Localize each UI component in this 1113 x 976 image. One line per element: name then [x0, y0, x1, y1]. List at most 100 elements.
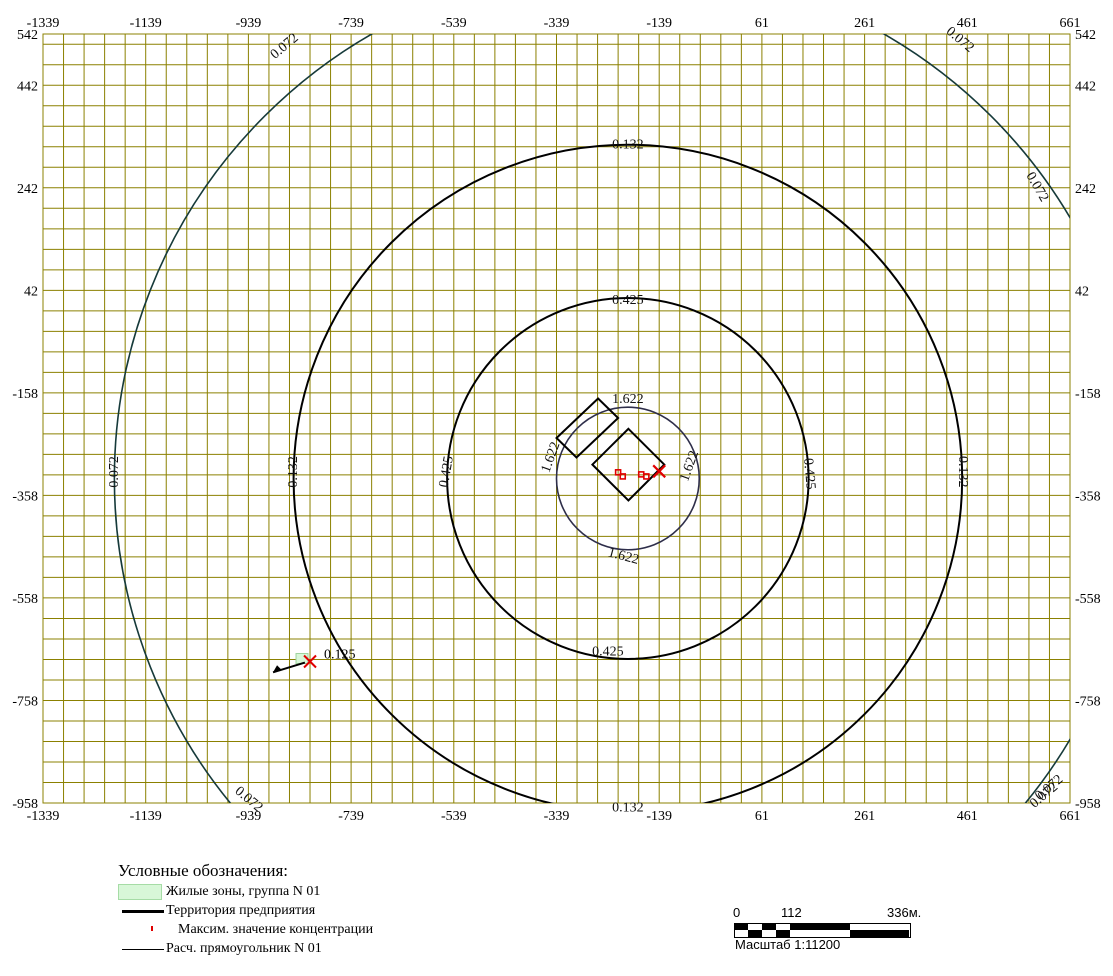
x-tick-label-top: 261 [854, 16, 875, 31]
scale-label-start: 0 [733, 905, 741, 920]
x-tick-label-top: 661 [1060, 16, 1081, 31]
y-tick-label-right: 42 [1075, 284, 1089, 299]
y-tick-label-left: -358 [12, 489, 38, 504]
x-tick-label-top: -539 [441, 16, 467, 31]
x-tick-label-top: -739 [338, 16, 364, 31]
x-tick-label-bottom: -139 [646, 809, 672, 824]
isoline-label: 1.622 [612, 392, 644, 407]
x-tick-label-bottom: -1139 [130, 809, 162, 824]
legend-item-label: Расч. прямоугольник N 01 [166, 940, 322, 956]
scale-segment [776, 923, 790, 930]
scale-segment [804, 923, 909, 937]
emission-source [643, 473, 650, 480]
y-tick-label-left: 442 [17, 79, 38, 94]
scale-segment [790, 930, 804, 937]
legend-item-label: Жилые зоны, группа N 01 [166, 883, 321, 899]
x-tick-label-top: -939 [236, 16, 262, 31]
x-tick-label-bottom: -339 [544, 809, 570, 824]
thin-line-swatch [118, 940, 164, 958]
receptor-max-cross [303, 654, 317, 669]
x-tick-label-bottom: 661 [1060, 809, 1081, 824]
scale-label-end: 336м. [887, 905, 922, 920]
isoline-label: 0.132 [612, 137, 644, 152]
enterprise-territory [555, 397, 666, 502]
map-legend: Условные обозначения: Жилые зоны, группа… [118, 861, 538, 958]
y-tick-label-left: -958 [12, 797, 38, 812]
y-tick-label-right: -758 [1075, 694, 1101, 709]
scale-segment [734, 930, 748, 937]
y-tick-label-left: -158 [12, 387, 38, 402]
legend-item-max-concentration: Максим. значение концентрации [118, 920, 538, 939]
arrow-head-icon [273, 665, 283, 673]
emission-source [614, 469, 622, 476]
isoline-0-132 [292, 143, 964, 803]
residential-zone-swatch [118, 883, 164, 901]
scale-segment [748, 930, 762, 937]
isoline-label: 0.132 [286, 456, 301, 488]
legend-item-label: Максим. значение концентрации [178, 921, 374, 937]
scale-frame [734, 923, 911, 938]
x-tick-label-top: 61 [755, 16, 769, 31]
x-tick-label-top: -1139 [130, 16, 162, 31]
x-tick-label-top: -139 [646, 16, 672, 31]
x-tick-label-top: -339 [544, 16, 570, 31]
isoline-label: 0.425 [437, 455, 457, 489]
y-tick-label-right: -958 [1075, 797, 1101, 812]
y-tick-label-right: -558 [1075, 592, 1101, 607]
receptor-value-label: 0.125 [324, 648, 356, 663]
x-tick-label-bottom: -539 [441, 809, 467, 824]
scale-segment [734, 923, 748, 930]
x-tick-label-bottom: -1339 [27, 809, 60, 824]
legend-item-residential-zone: Жилые зоны, группа N 01 [118, 882, 538, 901]
x-tick-label-top: -1339 [27, 16, 60, 31]
calculation-grid [42, 33, 1071, 804]
x-tick-label-top: 461 [957, 16, 978, 31]
y-tick-label-left: 242 [17, 182, 38, 197]
scale-label-mid: 112 [781, 905, 802, 920]
thick-line-swatch [118, 902, 164, 920]
scale-bar-graphic [734, 923, 911, 938]
legend-item-label: Территория предприятия [166, 902, 316, 918]
y-tick-label-left: -558 [12, 592, 38, 607]
isoline-label: 0.425 [800, 457, 818, 490]
y-tick-label-right: 542 [1075, 28, 1096, 43]
y-tick-label-left: 542 [17, 28, 38, 43]
marker-layer: 0.125 [272, 464, 666, 674]
y-tick-label-left: -758 [12, 694, 38, 709]
isoline-label: 0.132 [955, 456, 970, 488]
isoline-1-622 [555, 406, 701, 551]
y-tick-label-right: -158 [1075, 387, 1101, 402]
max-concentration-cross [652, 464, 666, 479]
emission-source [619, 473, 627, 480]
y-tick-label-right: 242 [1075, 182, 1096, 197]
isoline-0-072 [113, 34, 1070, 803]
isoline-label: 0.425 [612, 293, 644, 308]
scale-segment [762, 930, 776, 937]
legend-title: Условные обозначения: [118, 861, 289, 880]
x-tick-label-bottom: -739 [338, 809, 364, 824]
x-tick-label-bottom: -939 [236, 809, 262, 824]
scale-segment [748, 923, 762, 930]
isoline-label: 0.132 [612, 800, 644, 815]
legend-item-enterprise-territory: Территория предприятия [118, 901, 538, 920]
isoline-0-425 [446, 297, 810, 660]
y-tick-label-left: 42 [24, 284, 38, 299]
y-tick-label-right: 442 [1075, 79, 1096, 94]
isoline-label: 0.425 [592, 644, 624, 659]
scale-segment [776, 930, 790, 937]
y-tick-label-right: -358 [1075, 489, 1101, 504]
territory-outline [590, 427, 666, 502]
scale-segment [762, 923, 776, 930]
coordinate-ticks: -1339 -1339 -1139 -1139 -939 -939 -739 -739 -539… [12, 16, 1100, 824]
scale-segment [790, 923, 804, 930]
legend-item-calc-rectangle: Расч. прямоугольник N 01 [118, 939, 538, 958]
territory-outline [555, 397, 620, 459]
x-tick-label-bottom: 261 [854, 809, 875, 824]
x-tick-label-bottom: 61 [755, 809, 769, 824]
isoline-label: 0.072 [107, 456, 122, 488]
max-marker-swatch [118, 921, 164, 939]
scale-bar: 0 112 336м. Масштаб 1:11200 [733, 905, 973, 975]
x-tick-label-bottom: 461 [957, 809, 978, 824]
isoline-layer [113, 34, 1070, 803]
